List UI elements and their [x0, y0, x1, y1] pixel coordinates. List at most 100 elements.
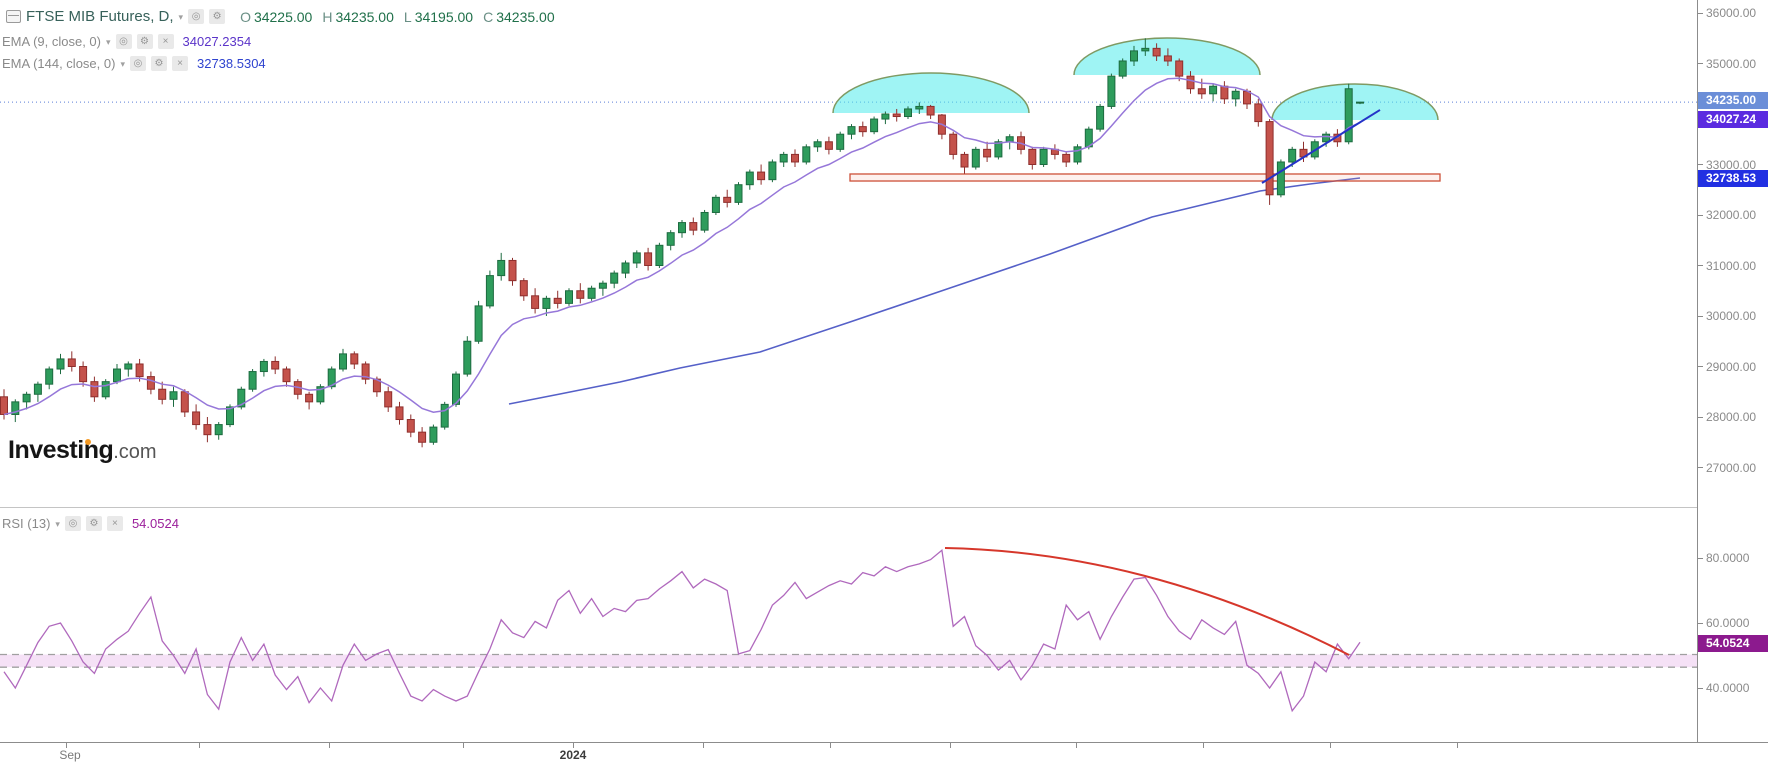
logo-text-bold: Investing	[8, 436, 114, 464]
candle-body	[485, 275, 494, 307]
price-axis-label: 30000.00	[1706, 309, 1757, 323]
price-axis-label: 35000.00	[1706, 56, 1757, 71]
candle-body	[406, 419, 415, 433]
axis-tick-mark	[1698, 63, 1703, 64]
time-tick-mark	[1076, 743, 1077, 748]
chevron-down-icon[interactable]: ▾	[105, 37, 111, 47]
rsi-chart-canvas[interactable]	[0, 508, 1697, 742]
candle-body	[598, 282, 607, 289]
time-tick-mark	[1457, 743, 1458, 748]
close-icon[interactable]: ×	[157, 34, 174, 49]
pattern-arc-outline-2[interactable]	[1073, 37, 1261, 76]
axis-tick-mark	[1698, 265, 1703, 266]
visibility-icon[interactable]: ◎	[129, 56, 146, 71]
ema9-value: 34027.2354	[182, 34, 252, 49]
ema144-value: 32738.5304	[196, 56, 266, 71]
neckline-support-band[interactable]	[849, 173, 1441, 182]
candlestick-series[interactable]	[0, 38, 1364, 448]
price-axis[interactable]: 36000.00 35000.00 33000.00 32000.00 31000.00…	[1697, 0, 1768, 742]
candle-body	[689, 222, 698, 231]
rsi-label[interactable]: RSI (13)	[2, 516, 51, 531]
candle-body	[1197, 88, 1206, 95]
candle-body	[1265, 121, 1274, 196]
time-axis[interactable]: Sep 2024	[0, 742, 1768, 764]
candle-body	[711, 196, 720, 213]
close-icon[interactable]: ×	[106, 516, 123, 531]
candle-body	[757, 171, 766, 181]
close-icon[interactable]: ×	[171, 56, 188, 71]
settings-gear-icon[interactable]: ⚙	[85, 516, 102, 531]
open-value: 34225.00	[253, 8, 313, 25]
symbol-title[interactable]: FTSE MIB Futures, D,	[26, 8, 174, 25]
candle-body	[508, 259, 517, 282]
candle-body	[1141, 47, 1150, 52]
price-axis-label: 31000.00	[1706, 258, 1757, 273]
candle-body	[1186, 75, 1195, 90]
price-chart-canvas[interactable]	[0, 0, 1697, 507]
symbol-header: FTSE MIB Futures, D, ▾ ◎ ⚙ O 34225.00 H …	[6, 8, 555, 25]
low-value: 34195.00	[414, 8, 474, 25]
ema9-label[interactable]: EMA (9, close, 0)	[2, 34, 101, 49]
price-tag: 34027.24	[1698, 110, 1768, 128]
time-tick-mark	[830, 743, 831, 748]
ascending-trendline[interactable]	[1261, 109, 1381, 184]
visibility-icon[interactable]: ◎	[115, 34, 132, 49]
chevron-down-icon[interactable]: ▾	[120, 59, 125, 69]
time-tick-mark	[1330, 743, 1331, 748]
rsi-divergence-trendline[interactable]	[944, 547, 1350, 656]
candle-body	[124, 363, 133, 370]
candle-body	[858, 126, 867, 133]
candle-body	[994, 141, 1003, 158]
candle-body	[565, 290, 573, 304]
price-axis-label: 32000.00	[1706, 208, 1757, 222]
candle-body	[440, 403, 449, 428]
pattern-arc-fill-1[interactable]	[833, 73, 1029, 113]
collapse-panel-icon[interactable]	[6, 10, 21, 23]
candle-body	[1028, 148, 1037, 166]
candle-body	[1062, 153, 1071, 163]
candle-body	[983, 148, 992, 158]
candle-body	[802, 146, 811, 163]
ema144-line[interactable]	[508, 177, 1361, 405]
settings-gear-icon[interactable]: ⚙	[209, 9, 226, 24]
candle-body	[22, 393, 31, 403]
candle-body	[1130, 50, 1138, 62]
candle-body	[45, 368, 54, 385]
candle-body	[892, 113, 901, 118]
candle-body	[678, 222, 686, 234]
ema144-label[interactable]: EMA (144, close, 0)	[2, 56, 116, 71]
visibility-icon[interactable]: ◎	[64, 516, 81, 531]
settings-gear-icon[interactable]: ⚙	[150, 56, 167, 71]
candle-body	[90, 381, 99, 398]
candle-body	[395, 406, 404, 421]
candle-body	[542, 297, 551, 309]
price-axis-label: 36000.00	[1706, 6, 1757, 20]
pattern-arc-fill-3[interactable]	[1272, 84, 1438, 120]
time-tick-mark	[703, 743, 704, 748]
chevron-down-icon[interactable]: ▾	[55, 519, 60, 529]
candle-body	[723, 196, 732, 203]
rsi-line[interactable]	[3, 548, 1361, 713]
candle-body	[101, 381, 110, 398]
ema9-line[interactable]	[3, 77, 1361, 416]
visibility-icon[interactable]: ◎	[188, 9, 205, 24]
settings-gear-icon[interactable]: ⚙	[136, 34, 153, 49]
candle-body	[158, 388, 167, 400]
price-axis-label: 27000.00	[1706, 460, 1757, 475]
pattern-arc-outline-1[interactable]	[832, 72, 1030, 114]
candle-body	[327, 368, 336, 388]
candle-body	[632, 252, 641, 264]
time-tick-mark	[199, 743, 200, 748]
pattern-arc-outline-3[interactable]	[1271, 83, 1439, 121]
time-tick-mark	[66, 743, 67, 748]
candle-body	[1322, 133, 1331, 143]
candle-body	[553, 297, 562, 304]
chevron-down-icon[interactable]: ▾	[178, 12, 184, 22]
candle-body	[33, 383, 42, 395]
candle-body	[214, 424, 223, 436]
candle-body	[79, 366, 88, 383]
candle-body	[474, 305, 483, 342]
pane-separator[interactable]	[0, 507, 1768, 508]
candle-body	[881, 113, 890, 120]
